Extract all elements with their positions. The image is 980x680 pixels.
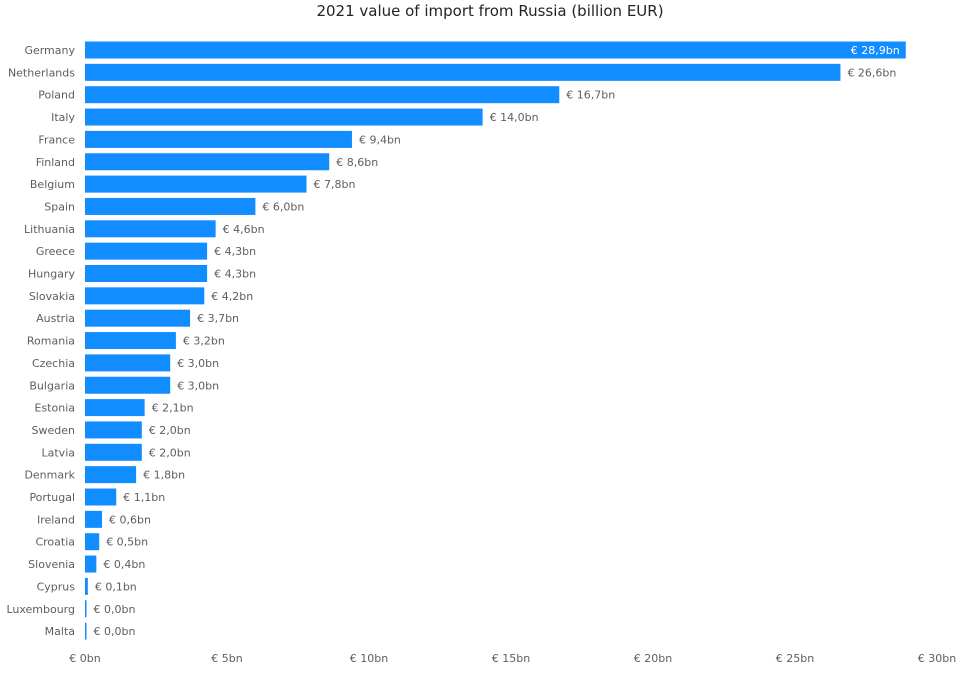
data-label: € 8,6bn bbox=[336, 156, 378, 169]
bar[interactable] bbox=[85, 309, 191, 327]
category-label: Romania bbox=[27, 335, 75, 348]
data-label: € 4,3bn bbox=[214, 245, 256, 258]
data-label: € 0,5bn bbox=[106, 536, 148, 549]
bar[interactable] bbox=[85, 577, 88, 595]
x-tick-label: € 20bn bbox=[634, 652, 672, 665]
x-tick-label: € 15bn bbox=[492, 652, 530, 665]
category-label: Czechia bbox=[32, 357, 75, 370]
x-tick-label: € 10bn bbox=[350, 652, 388, 665]
bar[interactable] bbox=[85, 153, 330, 171]
category-label: Finland bbox=[36, 156, 75, 169]
x-tick-label: € 0bn bbox=[69, 652, 100, 665]
category-label: Austria bbox=[36, 312, 75, 325]
bar[interactable] bbox=[85, 41, 906, 59]
category-label: Slovakia bbox=[29, 290, 75, 303]
bar[interactable] bbox=[85, 443, 142, 461]
category-label: Germany bbox=[24, 44, 75, 57]
bar[interactable] bbox=[85, 421, 142, 439]
data-label: € 3,7bn bbox=[197, 312, 239, 325]
bar[interactable] bbox=[85, 63, 841, 81]
category-label: Greece bbox=[36, 245, 75, 258]
data-label: € 14,0bn bbox=[490, 111, 539, 124]
bar[interactable] bbox=[85, 622, 87, 640]
bar[interactable] bbox=[85, 600, 87, 618]
data-label: € 26,6bn bbox=[847, 66, 896, 79]
bar[interactable] bbox=[85, 354, 171, 372]
data-label: € 0,6bn bbox=[109, 513, 151, 526]
data-label: € 16,7bn bbox=[566, 89, 615, 102]
bar[interactable] bbox=[85, 466, 137, 484]
x-tick-label: € 5bn bbox=[211, 652, 242, 665]
data-label: € 28,9bn bbox=[851, 44, 900, 57]
data-label: € 2,1bn bbox=[152, 402, 194, 415]
chart-title: 2021 value of import from Russia (billio… bbox=[316, 2, 664, 20]
bar[interactable] bbox=[85, 265, 208, 282]
bar[interactable] bbox=[85, 399, 145, 417]
category-label: France bbox=[38, 133, 75, 146]
bar[interactable] bbox=[85, 130, 352, 148]
data-label: € 0,4bn bbox=[103, 558, 145, 571]
data-label: € 3,0bn bbox=[177, 379, 219, 392]
category-label: Croatia bbox=[35, 536, 75, 549]
bar[interactable] bbox=[85, 488, 117, 506]
category-label: Spain bbox=[44, 200, 75, 213]
data-label: € 4,2bn bbox=[211, 290, 253, 303]
bar[interactable] bbox=[85, 332, 176, 350]
bar[interactable] bbox=[85, 175, 307, 193]
category-label: Estonia bbox=[35, 402, 76, 415]
category-label: Malta bbox=[45, 625, 75, 638]
data-label: € 4,3bn bbox=[214, 268, 256, 281]
bar[interactable] bbox=[85, 533, 100, 551]
data-label: € 2,0bn bbox=[149, 446, 191, 459]
data-label: € 1,8bn bbox=[143, 469, 185, 482]
category-label: Italy bbox=[51, 111, 75, 124]
x-tick-label: € 25bn bbox=[776, 652, 814, 665]
bar[interactable] bbox=[85, 242, 208, 260]
category-label: Cyprus bbox=[37, 580, 76, 593]
data-label: € 0,1bn bbox=[95, 580, 137, 593]
category-label: Ireland bbox=[37, 513, 75, 526]
x-tick-label: € 30bn bbox=[918, 652, 956, 665]
category-label: Latvia bbox=[42, 446, 76, 459]
category-label: Portugal bbox=[29, 491, 75, 504]
category-label: Hungary bbox=[28, 268, 75, 281]
data-label: € 7,8bn bbox=[314, 178, 356, 191]
bar[interactable] bbox=[85, 510, 103, 528]
category-label: Denmark bbox=[24, 469, 75, 482]
data-label: € 4,6bn bbox=[223, 223, 265, 236]
data-label: € 3,2bn bbox=[183, 335, 225, 348]
data-label: € 9,4bn bbox=[359, 133, 401, 146]
category-label: Slovenia bbox=[28, 558, 75, 571]
bar[interactable] bbox=[85, 376, 171, 394]
category-label: Sweden bbox=[32, 424, 75, 437]
bar[interactable] bbox=[85, 108, 483, 126]
data-label: € 0,0bn bbox=[94, 603, 136, 616]
bar[interactable] bbox=[85, 287, 205, 305]
category-label: Luxembourg bbox=[6, 603, 75, 616]
bar[interactable] bbox=[85, 86, 560, 104]
data-label: € 2,0bn bbox=[149, 424, 191, 437]
category-label: Bulgaria bbox=[29, 379, 75, 392]
bar[interactable] bbox=[85, 220, 216, 238]
category-label: Lithuania bbox=[24, 223, 75, 236]
bar[interactable] bbox=[85, 197, 256, 215]
data-label: € 3,0bn bbox=[177, 357, 219, 370]
data-label: € 0,0bn bbox=[94, 625, 136, 638]
category-label: Netherlands bbox=[8, 66, 75, 79]
category-label: Belgium bbox=[30, 178, 75, 191]
data-label: € 1,1bn bbox=[123, 491, 165, 504]
bar[interactable] bbox=[85, 555, 97, 573]
data-label: € 6,0bn bbox=[262, 200, 304, 213]
category-label: Poland bbox=[38, 89, 75, 102]
